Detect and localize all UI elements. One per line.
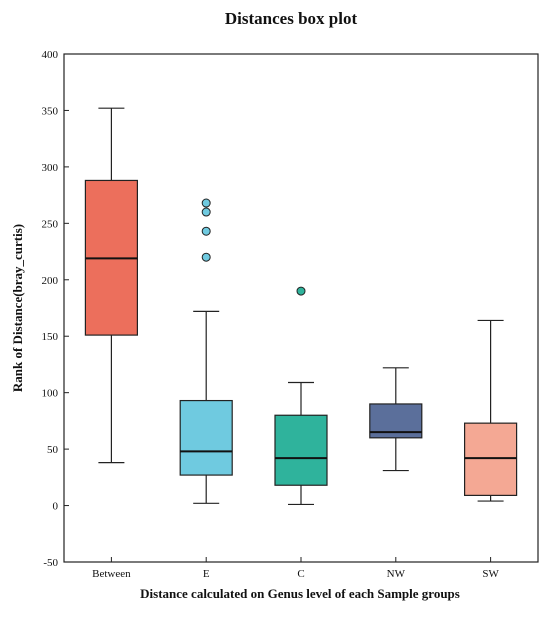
x-tick-label: NW xyxy=(387,568,406,580)
y-tick-label: -50 xyxy=(43,557,58,569)
box-group-nw xyxy=(369,367,423,472)
iqr-box xyxy=(179,399,233,476)
y-tick-label: 350 xyxy=(42,105,59,117)
y-axis-label: Rank of Distance(bray_curtis) xyxy=(10,224,25,392)
outlier-point xyxy=(201,207,211,217)
box-group-between xyxy=(84,107,139,464)
y-tick-label: 400 xyxy=(42,49,59,61)
y-tick-label: 150 xyxy=(42,331,59,343)
x-axis-label: Distance calculated on Genus level of ea… xyxy=(140,586,460,601)
box-series xyxy=(84,107,518,506)
y-tick-label: 250 xyxy=(42,218,59,230)
iqr-box xyxy=(274,414,328,486)
outlier-point xyxy=(201,198,211,208)
box-group-e xyxy=(179,198,233,504)
x-tick-label: E xyxy=(203,568,210,580)
box-group-c xyxy=(274,286,328,506)
outlier-point xyxy=(296,286,306,296)
x-tick-label: C xyxy=(297,568,304,580)
y-tick-label: 50 xyxy=(47,444,59,456)
x-tick-label: SW xyxy=(482,568,499,580)
x-tick-label: Between xyxy=(92,568,131,580)
y-tick-label: 0 xyxy=(53,501,59,513)
y-tick-label: 100 xyxy=(42,388,59,400)
outlier-point xyxy=(201,226,211,236)
y-tick-label: 200 xyxy=(42,275,59,287)
box-group-sw xyxy=(464,319,518,502)
x-axis-ticks: Between E C NW SW xyxy=(92,557,499,580)
outlier-point xyxy=(201,252,211,262)
y-axis-ticks: -50 0 50 100 150 200 250 300 350 400 xyxy=(42,49,69,569)
chart-title: Distances box plot xyxy=(225,9,358,28)
iqr-box xyxy=(464,422,518,496)
y-tick-label: 300 xyxy=(42,162,59,174)
